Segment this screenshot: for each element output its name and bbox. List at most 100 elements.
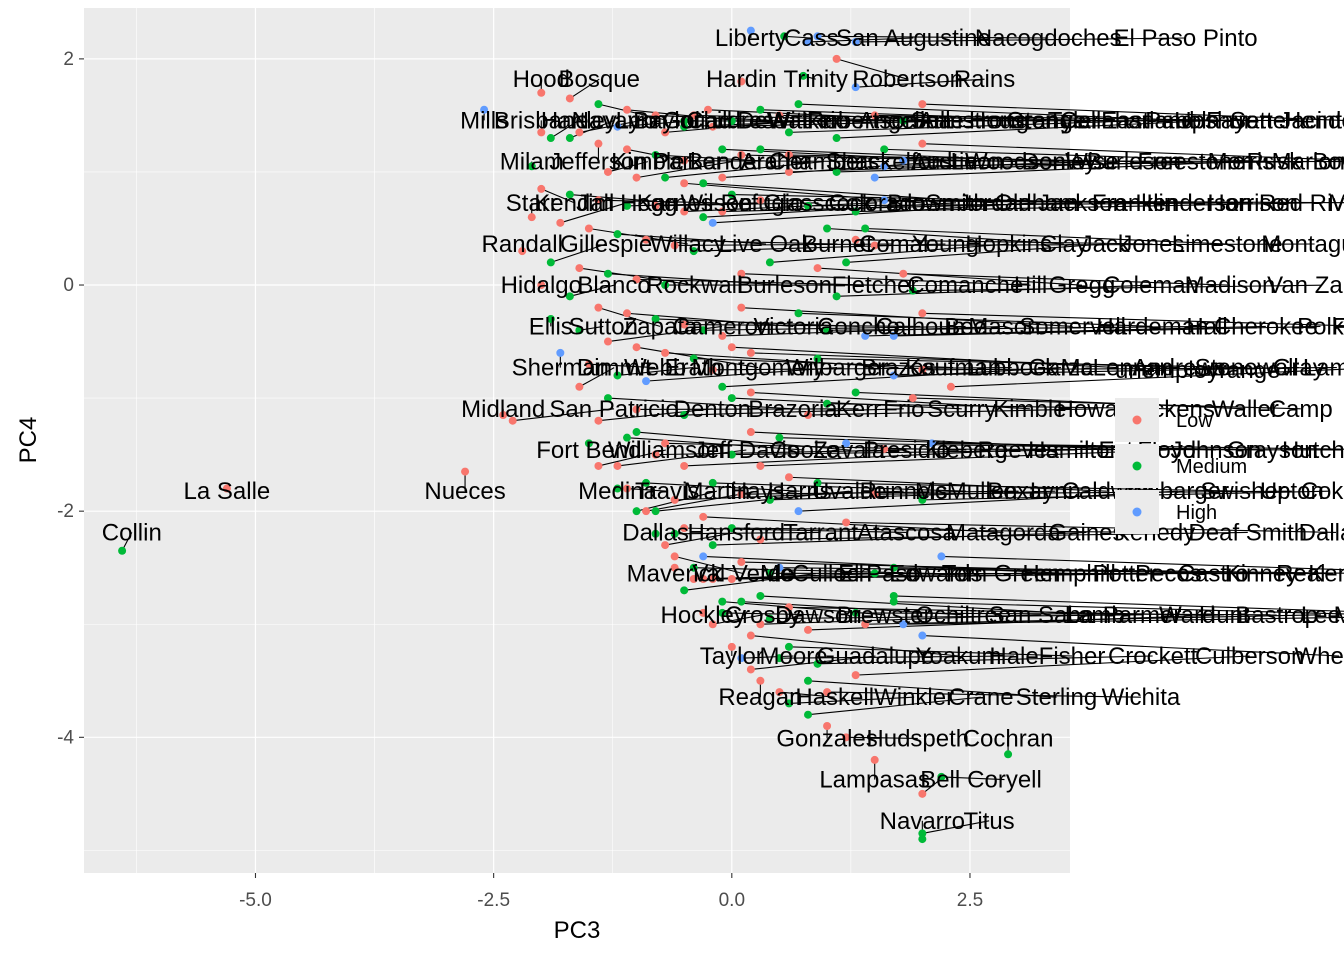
county-label: Zavala — [813, 437, 886, 464]
x-tick-label: 0.0 — [719, 890, 745, 911]
county-label: Orange — [1006, 107, 1086, 134]
data-point — [899, 117, 908, 126]
county-label: Hudspeth — [866, 725, 969, 752]
county-label: McCulloch — [760, 561, 872, 588]
data-point — [899, 156, 908, 165]
county-label: Live Oak — [719, 231, 815, 258]
data-point — [642, 507, 651, 516]
leader-line — [865, 614, 1321, 625]
county-label: Atascosa — [857, 519, 956, 546]
data-point — [794, 100, 803, 109]
data-point — [651, 314, 660, 323]
county-label: Hansford — [688, 519, 785, 546]
data-point — [699, 608, 708, 617]
data-point — [804, 710, 813, 719]
county-label: Coleman — [1103, 272, 1199, 299]
leader-line — [722, 612, 819, 616]
county-label: Hamilton — [1028, 437, 1123, 464]
leader-line — [817, 35, 1049, 39]
data-point — [623, 105, 632, 114]
leader-line — [674, 555, 744, 575]
leader-line — [846, 243, 1106, 263]
county-label: Jeff Davis — [694, 437, 799, 464]
leader-line — [855, 612, 1277, 616]
data-point — [699, 552, 708, 561]
data-point — [594, 461, 603, 470]
x-tick-label: -5.0 — [239, 890, 272, 911]
county-label: Hopkins — [965, 231, 1052, 258]
data-point — [842, 258, 851, 267]
leader-line — [703, 325, 966, 331]
data-point — [537, 184, 546, 193]
data-point — [680, 411, 689, 420]
leader-line — [922, 367, 1337, 371]
data-point — [565, 190, 574, 199]
county-label: Andrews — [1132, 355, 1225, 382]
data-point — [613, 461, 622, 470]
county-label: Gaines — [1048, 519, 1124, 546]
county-label: Swisher — [1200, 478, 1285, 505]
county-label: Jack — [1081, 231, 1131, 258]
leader-line — [788, 476, 1107, 492]
county-label: Hutchinson — [1282, 437, 1344, 464]
legend-item-label: Medium — [1176, 456, 1247, 478]
county-label: Hood — [513, 66, 570, 93]
data-point — [746, 348, 755, 357]
leader-line — [588, 227, 688, 245]
leader-line — [617, 367, 694, 377]
county-label: Lynn — [616, 107, 667, 134]
county-label: Brazoria — [748, 396, 838, 423]
county-label: Freestone — [1137, 149, 1245, 176]
county-label: Hidalgo — [501, 272, 582, 299]
leader-line — [712, 614, 763, 625]
county-label: Tom Green — [942, 561, 1061, 588]
data-point — [889, 597, 898, 606]
leader-line — [846, 736, 918, 739]
data-point — [765, 614, 774, 623]
county-label: Williamson — [608, 437, 724, 464]
county-label: Liberty — [715, 25, 787, 52]
county-label: Deaf Smith — [1188, 519, 1307, 546]
county-label: Bosque — [559, 66, 640, 93]
leader-line — [579, 367, 615, 388]
county-label: Brewster — [837, 602, 932, 629]
data-point — [461, 467, 470, 476]
data-point — [880, 444, 889, 453]
data-point — [832, 292, 841, 301]
county-label: Jim Hogg — [576, 190, 677, 217]
data-point — [118, 546, 127, 555]
data-point — [737, 303, 746, 312]
county-label: Archer — [741, 149, 812, 176]
county-label: Bandera — [687, 149, 778, 176]
leader-line — [579, 325, 604, 331]
leader-line — [855, 202, 1313, 213]
data-point — [780, 32, 789, 41]
county-label: Midland — [461, 396, 545, 423]
county-label: Ward — [1159, 602, 1215, 629]
county-label: Reeves — [978, 437, 1059, 464]
county-label: San Jacinto — [1230, 107, 1344, 134]
county-label: Frio — [883, 396, 924, 423]
county-label: Haskell — [795, 684, 874, 711]
county-label: Brazos — [861, 355, 936, 382]
data-point — [727, 642, 736, 651]
leader-line — [788, 119, 1148, 133]
county-label: Angelina — [858, 107, 952, 134]
leader-line — [655, 202, 819, 207]
county-label: Upton — [1260, 478, 1324, 505]
county-label: Fletcher — [832, 272, 919, 299]
county-label: Wilson — [680, 190, 752, 217]
leader-line — [769, 243, 1009, 263]
data-point — [737, 654, 746, 663]
leader-line — [750, 635, 959, 657]
data-point — [689, 247, 698, 256]
y-axis: -4 -2 0 2 — [57, 49, 84, 748]
y-tick-label: -2 — [57, 501, 74, 522]
county-label: Ochiltree — [915, 602, 1011, 629]
county-label: Lynn — [1030, 478, 1081, 505]
county-label: Tyler — [1048, 107, 1100, 134]
county-label: Pecos — [1135, 561, 1202, 588]
data-point — [680, 207, 689, 216]
leader-line — [798, 312, 1153, 327]
county-label: Hartley — [541, 107, 617, 134]
